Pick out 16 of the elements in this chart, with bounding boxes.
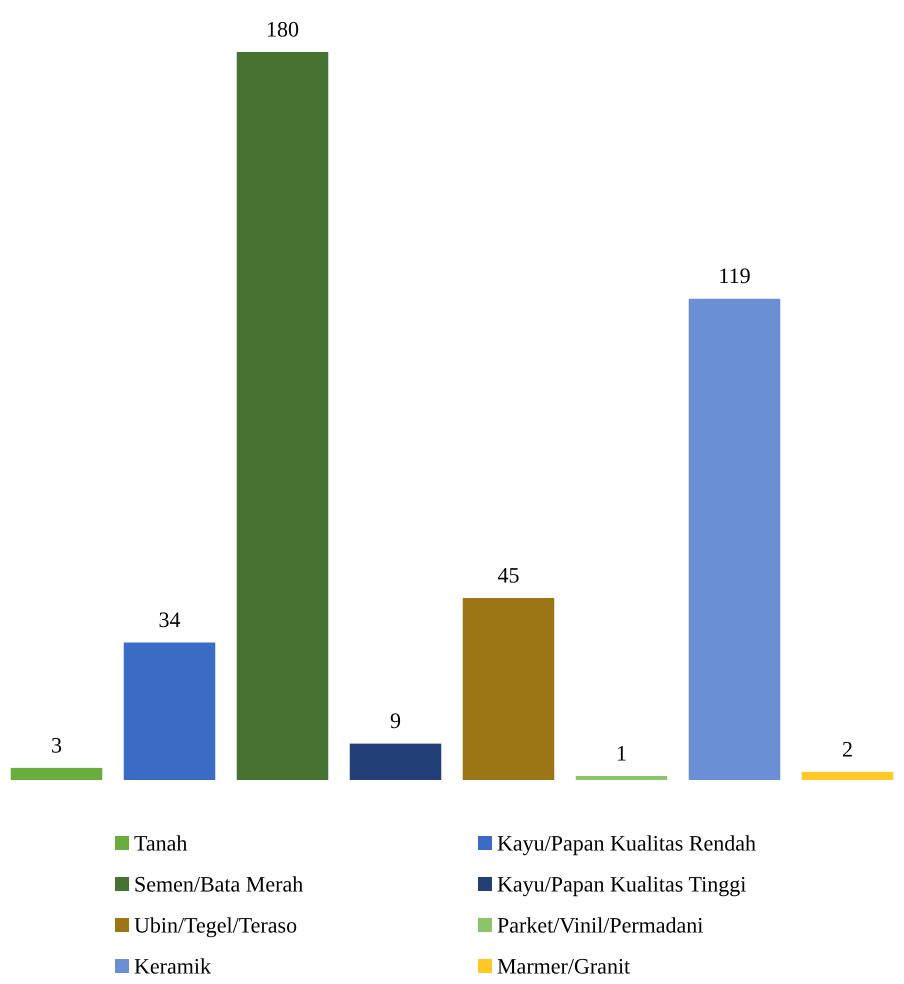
legend-label: Keramik: [134, 954, 211, 978]
legend-label: Tanah: [134, 830, 188, 856]
data-label: 3: [51, 732, 62, 758]
data-label: 9: [390, 708, 401, 734]
legend-label: Kayu/Papan Kualitas Tinggi: [497, 872, 746, 896]
data-label: 34: [158, 606, 180, 632]
legend-label: Kayu/Papan Kualitas Rendah: [497, 830, 756, 856]
legend-label: Semen/Bata Merah: [134, 872, 304, 896]
legend-label: Ubin/Tegel/Teraso: [134, 912, 298, 938]
data-label: 1: [616, 740, 627, 766]
data-label: 180: [266, 16, 299, 42]
data-label: 2: [842, 736, 853, 762]
data-label: 45: [498, 562, 520, 588]
legend-label: Parket/Vinil/Permadani: [497, 912, 704, 938]
data-label: 119: [718, 263, 751, 288]
legend-label: Marmer/Granit: [497, 954, 630, 978]
